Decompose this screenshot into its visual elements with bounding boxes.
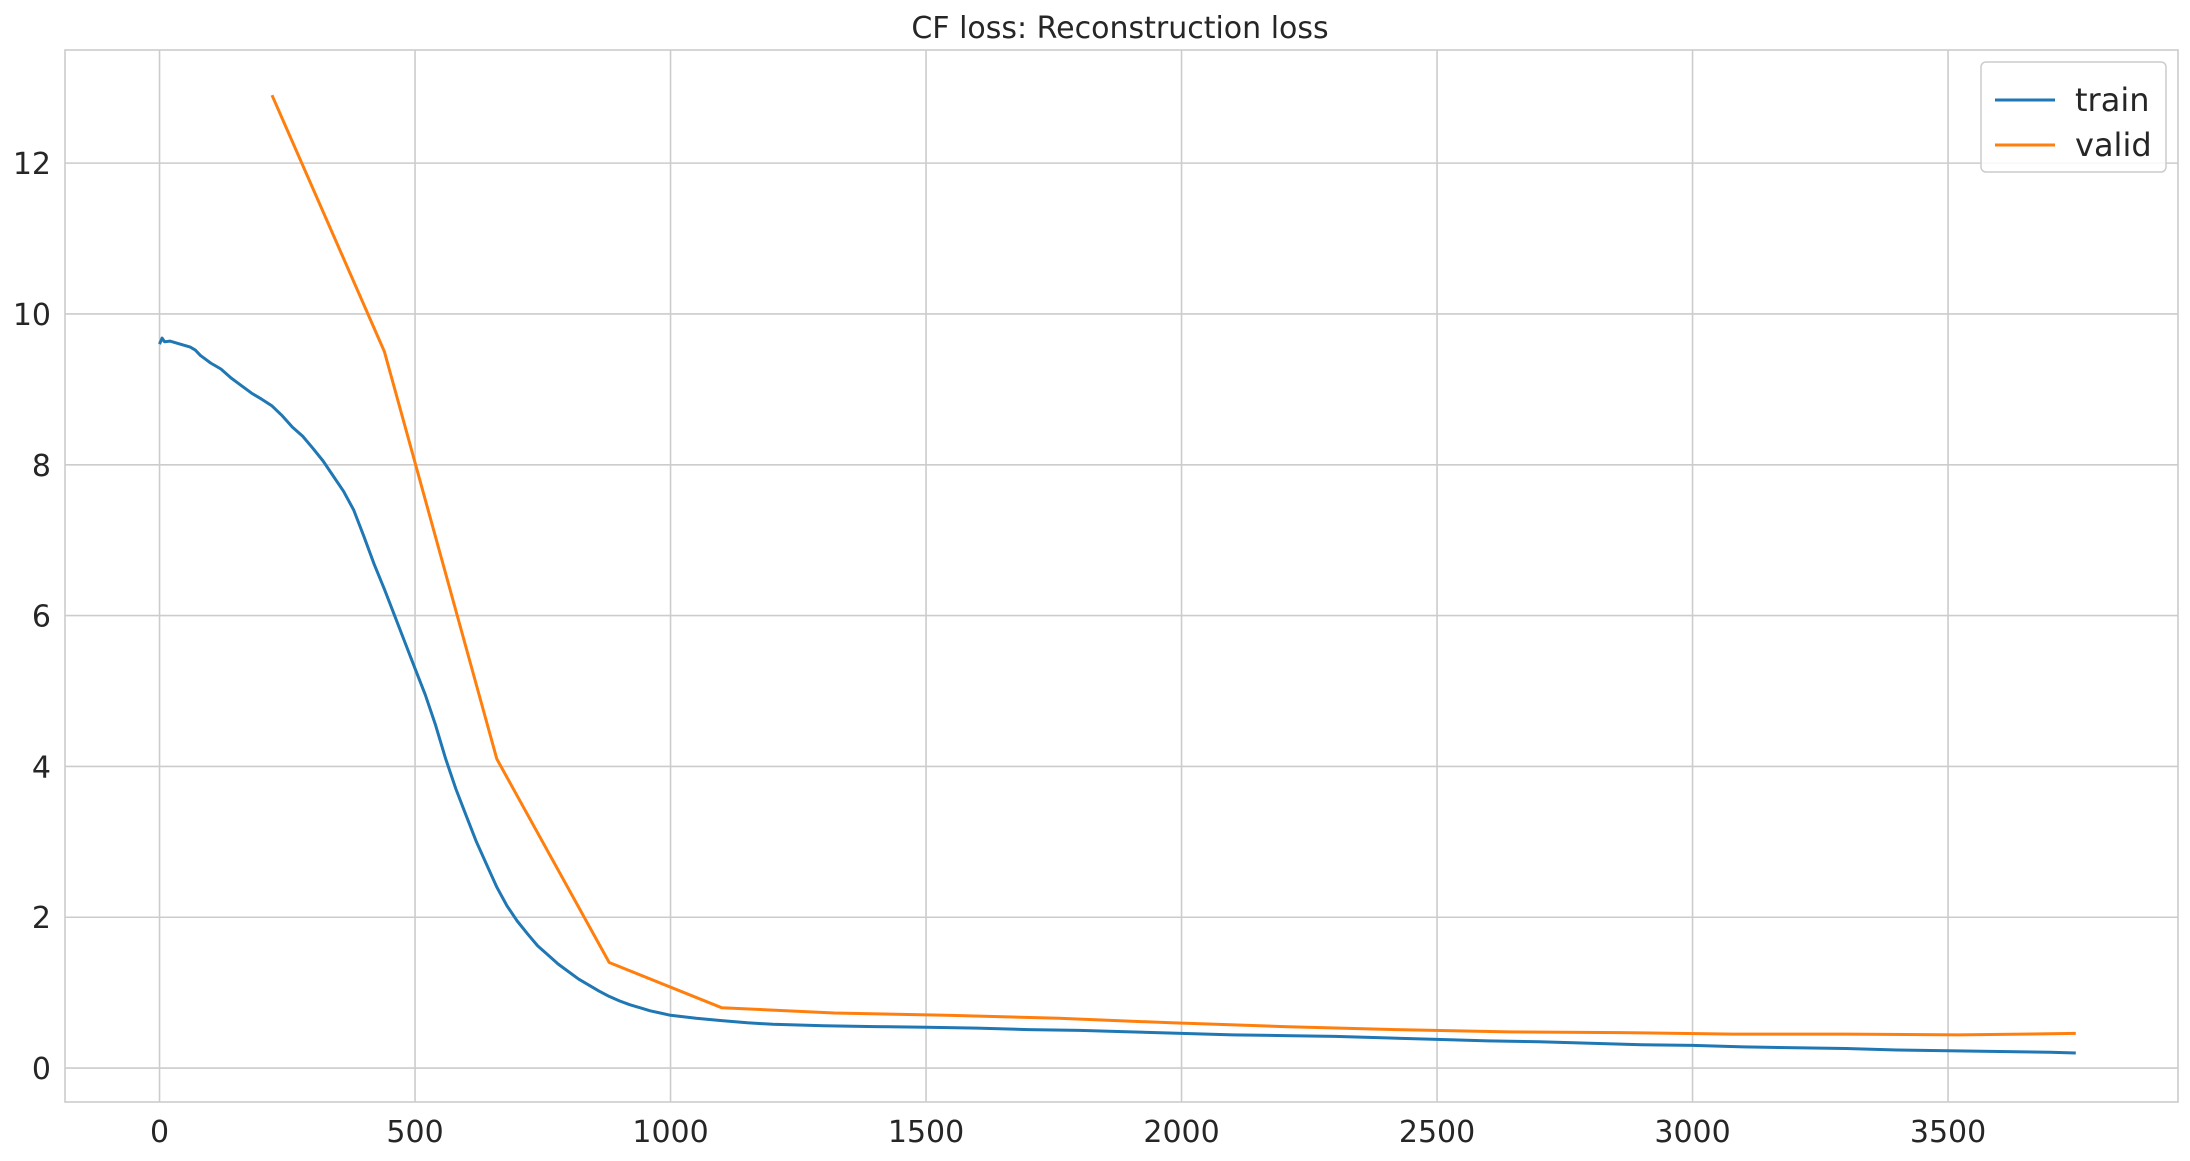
chart-title: CF loss: Reconstruction loss — [911, 11, 1328, 46]
series-lines — [158, 94, 2076, 1055]
y-tick-label: 0 — [32, 1052, 51, 1087]
x-tick-label: 3500 — [1910, 1115, 1986, 1150]
legend-label-valid: valid — [2075, 126, 2152, 164]
y-tick-label: 4 — [32, 750, 51, 785]
plot-frame — [64, 49, 2179, 1103]
y-tick-label: 10 — [13, 298, 51, 333]
x-tick-label: 1000 — [632, 1115, 708, 1150]
x-tick-label: 2000 — [1143, 1115, 1219, 1150]
y-tick-label: 8 — [32, 449, 51, 484]
y-tick-label: 2 — [32, 901, 51, 936]
y-tick-label: 12 — [13, 147, 51, 182]
legend: train valid — [1980, 61, 2167, 173]
legend-label-train: train — [2075, 81, 2149, 119]
y-tick-label: 6 — [32, 600, 51, 635]
series-line-valid — [270, 94, 2076, 1037]
tick-labels: 0 500 1000 1500 2000 2500 3000 3500 0 2 4 6 8 10 12 — [13, 147, 1986, 1150]
x-tick-label: 3000 — [1654, 1115, 1730, 1150]
x-tick-label: 500 — [386, 1115, 443, 1150]
grid-lines — [65, 50, 2178, 1102]
series-line-train — [158, 336, 2076, 1055]
x-tick-label: 1500 — [888, 1115, 964, 1150]
x-tick-label: 0 — [150, 1115, 169, 1150]
x-tick-label: 2500 — [1399, 1115, 1475, 1150]
